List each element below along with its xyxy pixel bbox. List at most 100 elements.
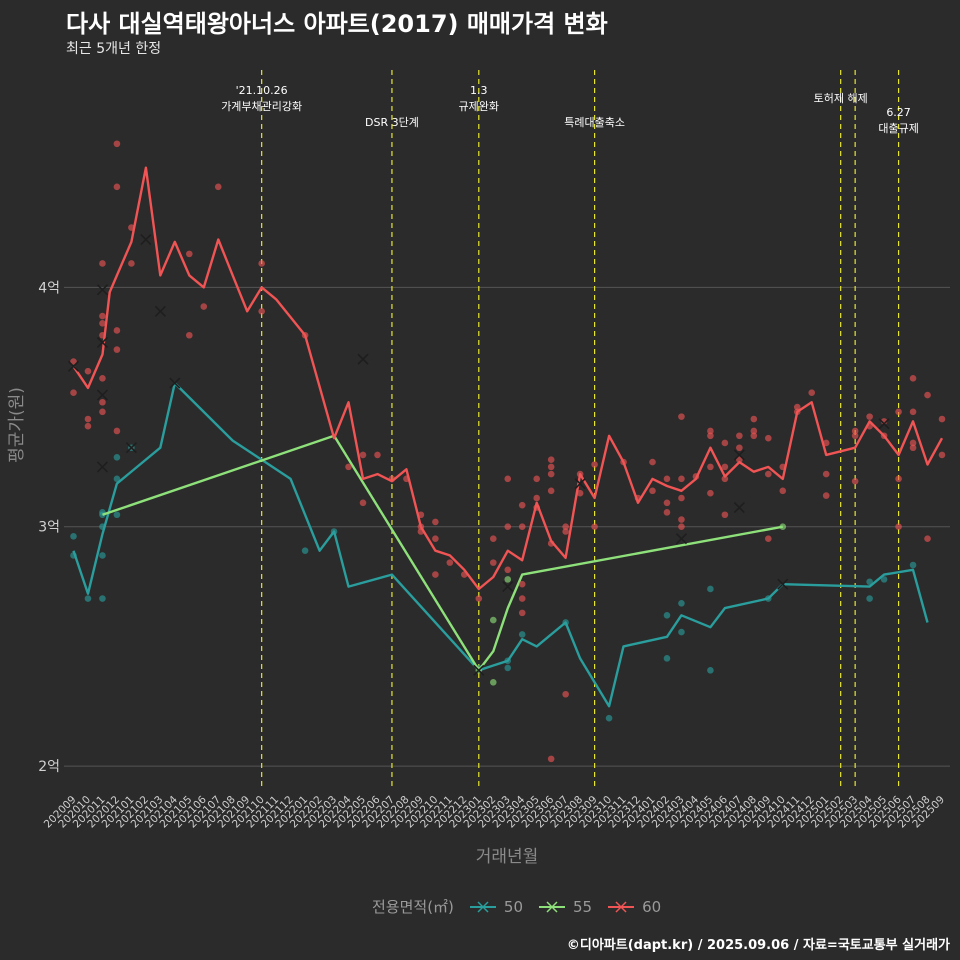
data-point-60	[721, 475, 729, 483]
data-point-50	[678, 600, 685, 607]
legend: 전용면적(㎡) 50 55 60	[372, 896, 661, 917]
data-point-60	[200, 303, 208, 310]
data-point-60	[113, 327, 121, 334]
data-point-60	[214, 183, 222, 191]
legend-item-50: 50	[468, 898, 523, 916]
data-point-60	[736, 456, 743, 464]
data-point-55	[489, 678, 497, 686]
chart-title: 다사 대실역태왕아너스 아파트(2017) 매매가격 변화	[66, 10, 608, 38]
cross-marker-60	[574, 478, 586, 490]
data-point-60	[663, 499, 671, 507]
data-point-60	[765, 535, 772, 542]
data-point-60	[678, 494, 685, 502]
data-point-60	[765, 434, 772, 442]
data-point-60	[707, 489, 714, 497]
x-axis-label: 거래년월	[476, 847, 539, 867]
cross-marker-60	[140, 233, 152, 246]
data-point-60	[113, 140, 121, 148]
cross-marker-60	[502, 580, 514, 593]
data-point-60	[909, 375, 917, 382]
data-point-50	[880, 576, 888, 583]
data-point-60	[938, 415, 946, 423]
data-point-60	[518, 580, 526, 588]
data-point-60	[186, 331, 193, 339]
data-point-60	[721, 439, 729, 447]
data-point-60	[518, 609, 526, 617]
data-point-60	[721, 511, 729, 519]
data-point-60	[99, 398, 106, 406]
event-label: 가계부채관리강화	[221, 100, 302, 113]
data-point-50	[113, 511, 121, 519]
data-point-60	[518, 501, 526, 509]
data-point-60	[518, 595, 526, 602]
data-point-60	[851, 427, 859, 435]
data-point-60	[562, 528, 569, 535]
data-point-60	[707, 432, 714, 440]
event-label: 1.3	[470, 84, 488, 97]
data-point-60	[707, 427, 714, 435]
cross-marker-60	[878, 418, 890, 430]
price-chart: 2억3억4억평균가(원)거래년월202009202010202011202012…	[7, 70, 950, 867]
data-point-60	[591, 461, 598, 468]
data-point-60	[258, 260, 265, 267]
data-point-60	[533, 494, 540, 502]
data-point-50	[866, 578, 873, 586]
cross-marker-60	[96, 389, 109, 401]
data-point-60	[547, 470, 555, 478]
data-point-60	[678, 516, 685, 523]
data-point-60	[808, 389, 816, 396]
data-point-60	[750, 432, 758, 440]
data-point-50	[605, 714, 613, 722]
legend-label-50: 50	[503, 897, 523, 916]
data-point-50	[70, 532, 77, 540]
data-point-60	[649, 487, 656, 495]
data-point-60	[374, 451, 381, 459]
data-point-60	[84, 422, 92, 430]
data-point-50	[301, 547, 309, 554]
data-point-60	[895, 408, 902, 416]
cross-marker-50	[169, 377, 181, 389]
cross-marker-60	[357, 353, 369, 365]
data-point-60	[678, 413, 685, 420]
legend-label-60: 60	[642, 897, 662, 916]
data-point-60	[909, 408, 917, 416]
data-point-50	[663, 611, 671, 619]
data-point-60	[99, 312, 106, 320]
legend-label-55: 55	[573, 897, 593, 916]
data-point-60	[750, 415, 758, 423]
data-point-60	[591, 523, 598, 531]
data-point-60	[750, 427, 758, 435]
data-point-60	[736, 432, 743, 440]
legend-item-55: 55	[537, 898, 592, 916]
data-point-60	[649, 458, 656, 466]
legend-key-60-icon	[608, 900, 635, 913]
data-point-60	[822, 470, 830, 478]
data-point-60	[359, 451, 367, 459]
y-tick-label: 4억	[38, 280, 60, 296]
data-point-60	[113, 183, 121, 191]
legend-title: 전용면적(㎡)	[372, 898, 454, 916]
data-point-55	[489, 616, 497, 624]
event-label: 규제완화	[459, 100, 499, 113]
cross-marker-60	[96, 336, 109, 348]
chart-subtitle: 최근 5개년 한정	[66, 41, 162, 57]
data-point-50	[707, 585, 714, 593]
legend-key-55-icon	[539, 900, 565, 913]
cross-marker-55	[473, 664, 485, 676]
y-tick-label: 2억	[38, 759, 60, 775]
data-point-60	[359, 499, 367, 507]
cross-marker-60	[154, 305, 166, 317]
cross-marker-50	[777, 578, 789, 590]
data-point-60	[765, 470, 772, 478]
legend-key-50-icon	[469, 900, 496, 913]
data-point-60	[909, 439, 917, 447]
data-point-50	[99, 595, 106, 602]
data-point-60	[186, 250, 193, 258]
data-point-60	[504, 566, 512, 574]
data-point-50	[866, 595, 873, 602]
data-point-50	[113, 475, 121, 483]
data-point-60	[128, 260, 135, 267]
footer-credit: ©디아파트(dapt.kr) / 2025.09.06 / 자료=국토교통부 실…	[566, 938, 950, 953]
data-point-60	[663, 509, 671, 516]
data-point-60	[84, 415, 92, 423]
